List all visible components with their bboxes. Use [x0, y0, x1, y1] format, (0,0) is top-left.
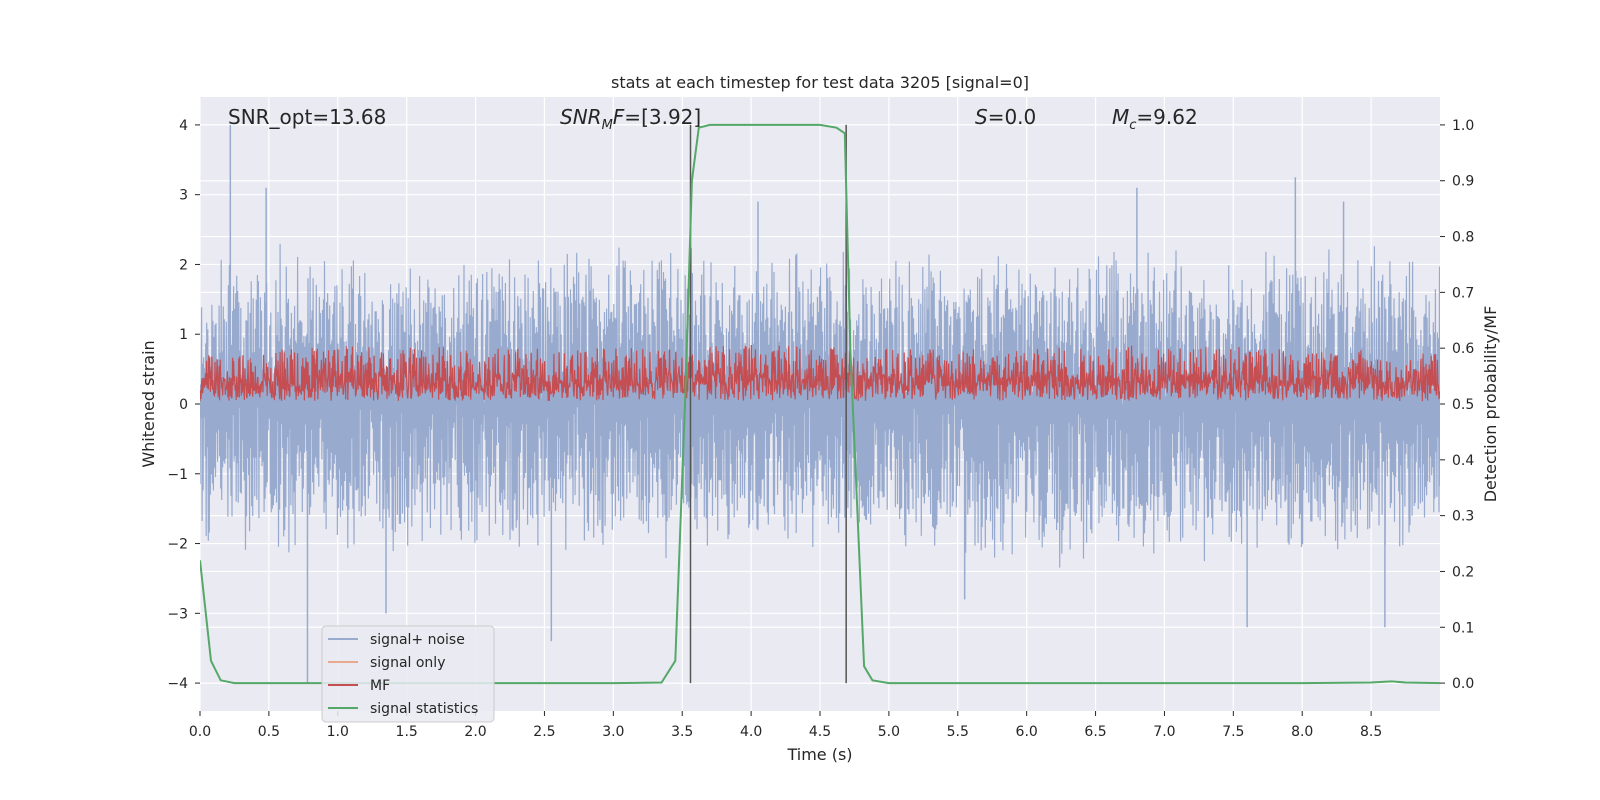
legend-label-signal-statistics: signal statistics: [370, 701, 478, 717]
y-axis-left-label: Whitened strain: [139, 340, 158, 467]
y-left-tick-label-3: 1: [179, 327, 188, 343]
x-tick-label-16: 8.0: [1291, 724, 1313, 740]
x-tick-label-10: 5.0: [878, 724, 900, 740]
x-tick-label-4: 2.0: [464, 724, 486, 740]
y-right-tick-label-1: 0.9: [1452, 174, 1474, 190]
x-tick-label-12: 6.0: [1016, 724, 1038, 740]
annotation-snr-mf: SNRMF=[3.92]: [560, 105, 701, 133]
y-axis-right-label: Detection probability/MF: [1481, 306, 1500, 503]
y-right-tick-label-0: 1.0: [1452, 118, 1474, 134]
series-layer: [200, 123, 1440, 685]
y-right-tick-label-5: 0.5: [1452, 397, 1474, 413]
y-left-tick-label-2: 2: [179, 257, 188, 273]
x-tick-label-13: 6.5: [1084, 724, 1106, 740]
annotation-s: S=0.0: [975, 105, 1036, 129]
x-tick-label-7: 3.5: [671, 724, 693, 740]
y-axis-left: 4 3 2 1 0 −1 −2 −3 −4: [167, 118, 200, 692]
legend-item-signal-only: signal only: [328, 655, 445, 671]
series-mf: [200, 344, 1440, 402]
y-left-tick-label-1: 3: [179, 188, 188, 204]
x-tick-label-0: 0.0: [189, 724, 211, 740]
legend: signal+ noise signal only MF signal stat…: [321, 625, 495, 723]
legend-label-signal-only: signal only: [370, 655, 445, 671]
x-tick-label-1: 0.5: [258, 724, 280, 740]
x-tick-label-15: 7.5: [1222, 724, 1244, 740]
x-tick-label-6: 3.0: [602, 724, 624, 740]
x-tick-label-5: 2.5: [533, 724, 555, 740]
series-signal-statistics: [200, 123, 1440, 685]
annotation-s-value: =0.0: [988, 105, 1037, 129]
annotation-mc: Mc=9.62: [1112, 105, 1198, 133]
annotation-snr-opt: SNR_opt=13.68: [228, 105, 386, 129]
y-right-tick-label-9: 0.1: [1452, 620, 1474, 636]
y-right-tick-label-2: 0.8: [1452, 230, 1474, 246]
y-left-tick-label-6: −2: [167, 537, 188, 553]
legend-item-signal-statistics: signal statistics: [328, 701, 478, 717]
y-left-tick-label-0: 4: [179, 118, 188, 134]
x-axis-label: Time (s): [786, 745, 852, 764]
y-left-tick-label-4: 0: [179, 397, 188, 413]
y-right-tick-label-8: 0.2: [1452, 564, 1474, 580]
annotation-snr-mf-value: [3.92]: [641, 105, 701, 129]
y-right-tick-label-3: 0.7: [1452, 285, 1474, 301]
chart-title: stats at each timestep for test data 320…: [611, 73, 1029, 92]
y-left-tick-label-8: −4: [167, 676, 188, 692]
y-axis-right: 1.0 0.9 0.8 0.7 0.6 0.5 0.4 0.3 0.2 0.1 0.0: [1440, 118, 1474, 692]
y-right-tick-label-4: 0.6: [1452, 341, 1474, 357]
legend-item-mf: MF: [328, 678, 390, 694]
x-tick-label-9: 4.5: [809, 724, 831, 740]
y-right-tick-label-6: 0.4: [1452, 453, 1474, 469]
legend-label-mf: MF: [370, 678, 390, 694]
legend-label-signal-noise: signal+ noise: [370, 632, 465, 648]
x-tick-label-3: 1.5: [396, 724, 418, 740]
x-tick-label-11: 5.5: [947, 724, 969, 740]
annotation-mc-value: =9.62: [1136, 105, 1197, 129]
y-right-tick-label-7: 0.3: [1452, 509, 1474, 525]
x-tick-label-17: 8.5: [1360, 724, 1382, 740]
series-signal-noise: [200, 243, 1440, 568]
x-axis: 0.0 0.5 1.0 1.5 2.0 2.5 3.0 3.5 4.0 4.5 5.0 5.5 6.0 6…: [189, 711, 1382, 740]
y-left-tick-label-5: −1: [167, 467, 188, 483]
y-left-tick-label-7: −3: [167, 606, 188, 622]
legend-box: [321, 625, 495, 723]
y-right-tick-label-10: 0.0: [1452, 676, 1474, 692]
annotations: SNR_opt=13.68 SNRMF=[3.92] S=0.0 Mc=9.62: [228, 105, 1198, 133]
x-tick-label-2: 1.0: [327, 724, 349, 740]
legend-item-signal-noise: signal+ noise: [328, 632, 465, 648]
x-tick-label-14: 7.0: [1153, 724, 1175, 740]
x-tick-label-8: 4.0: [740, 724, 762, 740]
